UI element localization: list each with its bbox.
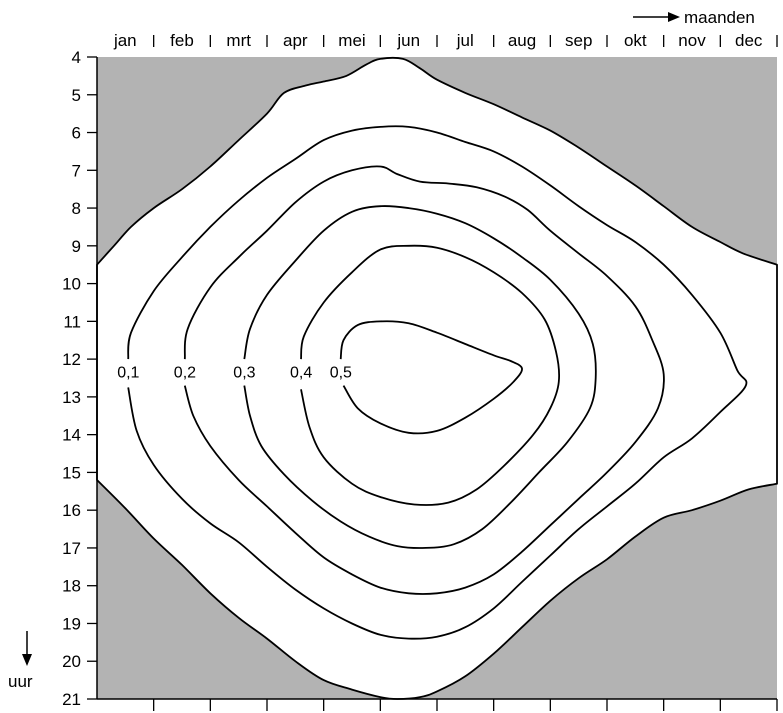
contour-label-3: 0,3: [233, 364, 255, 381]
month-label-dec: dec: [735, 31, 763, 50]
hour-label-19: 19: [62, 615, 81, 634]
month-label-okt: okt: [624, 31, 647, 50]
daylight-region: [96, 57, 778, 700]
contour-line-5: [339, 320, 523, 435]
hour-label-14: 14: [62, 426, 81, 445]
month-label-apr: apr: [283, 31, 308, 50]
month-label-feb: feb: [170, 31, 194, 50]
month-label-aug: aug: [508, 31, 536, 50]
month-ticks: [153, 35, 778, 711]
y-axis-title: uur: [8, 672, 33, 691]
month-label-jul: jul: [456, 31, 474, 50]
hour-label-17: 17: [62, 539, 81, 558]
month-label-jan: jan: [113, 31, 137, 50]
contour-labels: 0,1 0,2 0,3 0,4 0,5: [117, 364, 352, 381]
hour-label-4: 4: [72, 48, 81, 67]
contour-label-1: 0,1: [117, 364, 139, 381]
hour-ticks: [87, 56, 97, 700]
hour-label-12: 12: [62, 350, 81, 369]
month-labels: jan feb mrt apr mei jun jul aug sep okt nov dec: [113, 31, 763, 50]
contour-lines: [127, 125, 748, 640]
x-axis-arrow: [633, 12, 680, 22]
hour-label-20: 20: [62, 652, 81, 671]
hour-label-8: 8: [72, 199, 81, 218]
hour-label-10: 10: [62, 275, 81, 294]
hour-labels: 4 5 6 7 8 9 10 11 12 13 14 15 16 17 18 19 20 21: [62, 48, 81, 709]
hour-label-18: 18: [62, 577, 81, 596]
hour-label-13: 13: [62, 388, 81, 407]
contour-line-3: [243, 205, 597, 549]
hour-label-5: 5: [72, 86, 81, 105]
month-label-mei: mei: [338, 31, 365, 50]
hour-label-6: 6: [72, 124, 81, 143]
contour-line-2: [183, 165, 665, 595]
month-label-nov: nov: [678, 31, 706, 50]
y-axis-arrow: [22, 631, 32, 666]
contour-label-4: 0,4: [290, 364, 312, 381]
contour-line-1: [127, 125, 748, 640]
contour-line-4: [300, 244, 561, 506]
contour-label-5: 0,5: [330, 364, 352, 381]
hour-label-7: 7: [72, 161, 81, 180]
hour-label-16: 16: [62, 501, 81, 520]
month-label-mrt: mrt: [226, 31, 251, 50]
contour-label-2: 0,2: [174, 364, 196, 381]
month-label-jun: jun: [396, 31, 420, 50]
month-label-sep: sep: [565, 31, 592, 50]
hour-label-9: 9: [72, 237, 81, 256]
x-axis-title: maanden: [684, 8, 755, 27]
hour-label-15: 15: [62, 463, 81, 482]
hour-label-21: 21: [62, 690, 81, 709]
hour-label-11: 11: [63, 312, 81, 331]
